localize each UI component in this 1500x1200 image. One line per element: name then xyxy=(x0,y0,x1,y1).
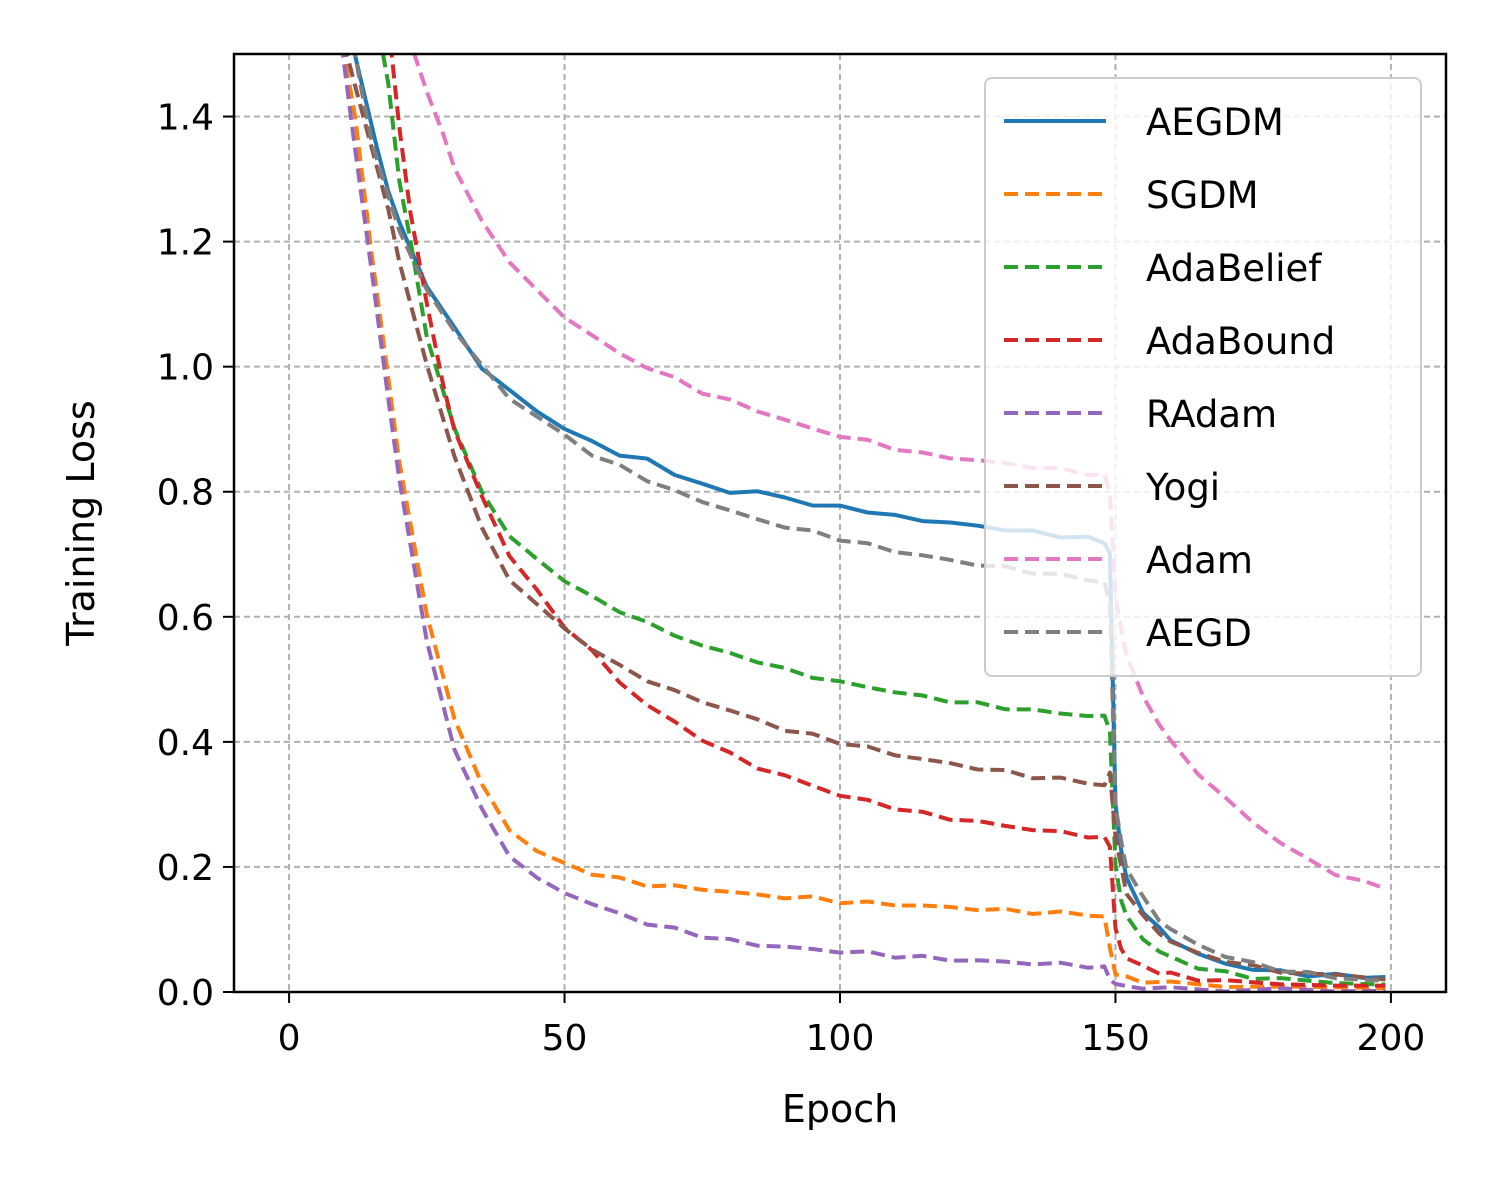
y-tick-label: 0.4 xyxy=(157,723,214,764)
x-tick-label: 200 xyxy=(1357,1018,1426,1059)
legend-box xyxy=(984,77,1422,677)
legend-label: Yogi xyxy=(1145,466,1220,509)
series-line-adabound xyxy=(389,54,1386,988)
x-axis-label: Epoch xyxy=(782,1087,898,1131)
legend-label: AEGDM xyxy=(1146,101,1284,144)
y-tick-label: 1.2 xyxy=(157,223,214,264)
legend-label: AdaBelief xyxy=(1146,247,1322,290)
series-line-adabelief xyxy=(380,54,1386,987)
y-tick-label: 0.6 xyxy=(157,598,214,639)
series-line-radam xyxy=(340,54,1386,992)
legend-label: AdaBound xyxy=(1146,320,1335,363)
x-tick-label: 50 xyxy=(542,1018,588,1059)
series-line-yogi xyxy=(344,54,1386,982)
y-tick-label: 0.8 xyxy=(157,473,214,514)
legend-label: RAdam xyxy=(1146,393,1277,436)
x-axis: 0 50 100 150 200 xyxy=(278,992,1426,1059)
y-tick-label: 0.0 xyxy=(157,973,214,1014)
legend: AEGDM SGDM AdaBelief AdaBound RAdam Yogi Adam A… xyxy=(984,77,1422,677)
series-line-adam xyxy=(412,54,1387,891)
series-line-sgdm xyxy=(342,54,1386,991)
y-axis-label: Training Loss xyxy=(59,400,103,646)
x-tick-label: 100 xyxy=(806,1018,875,1059)
y-axis: 0.0 0.2 0.4 0.6 0.8 1.0 1.2 1.4 xyxy=(157,98,234,1014)
x-tick-label: 150 xyxy=(1081,1018,1150,1059)
y-tick-label: 1.4 xyxy=(157,98,214,139)
y-tick-label: 1.0 xyxy=(157,348,214,389)
series-layer xyxy=(340,54,1387,992)
legend-label: SGDM xyxy=(1146,174,1259,217)
y-tick-label: 0.2 xyxy=(157,848,214,889)
series-line-aegd xyxy=(353,54,1386,983)
x-tick-label: 0 xyxy=(278,1018,301,1059)
legend-label: Adam xyxy=(1146,539,1253,582)
legend-label: AEGD xyxy=(1146,612,1252,655)
